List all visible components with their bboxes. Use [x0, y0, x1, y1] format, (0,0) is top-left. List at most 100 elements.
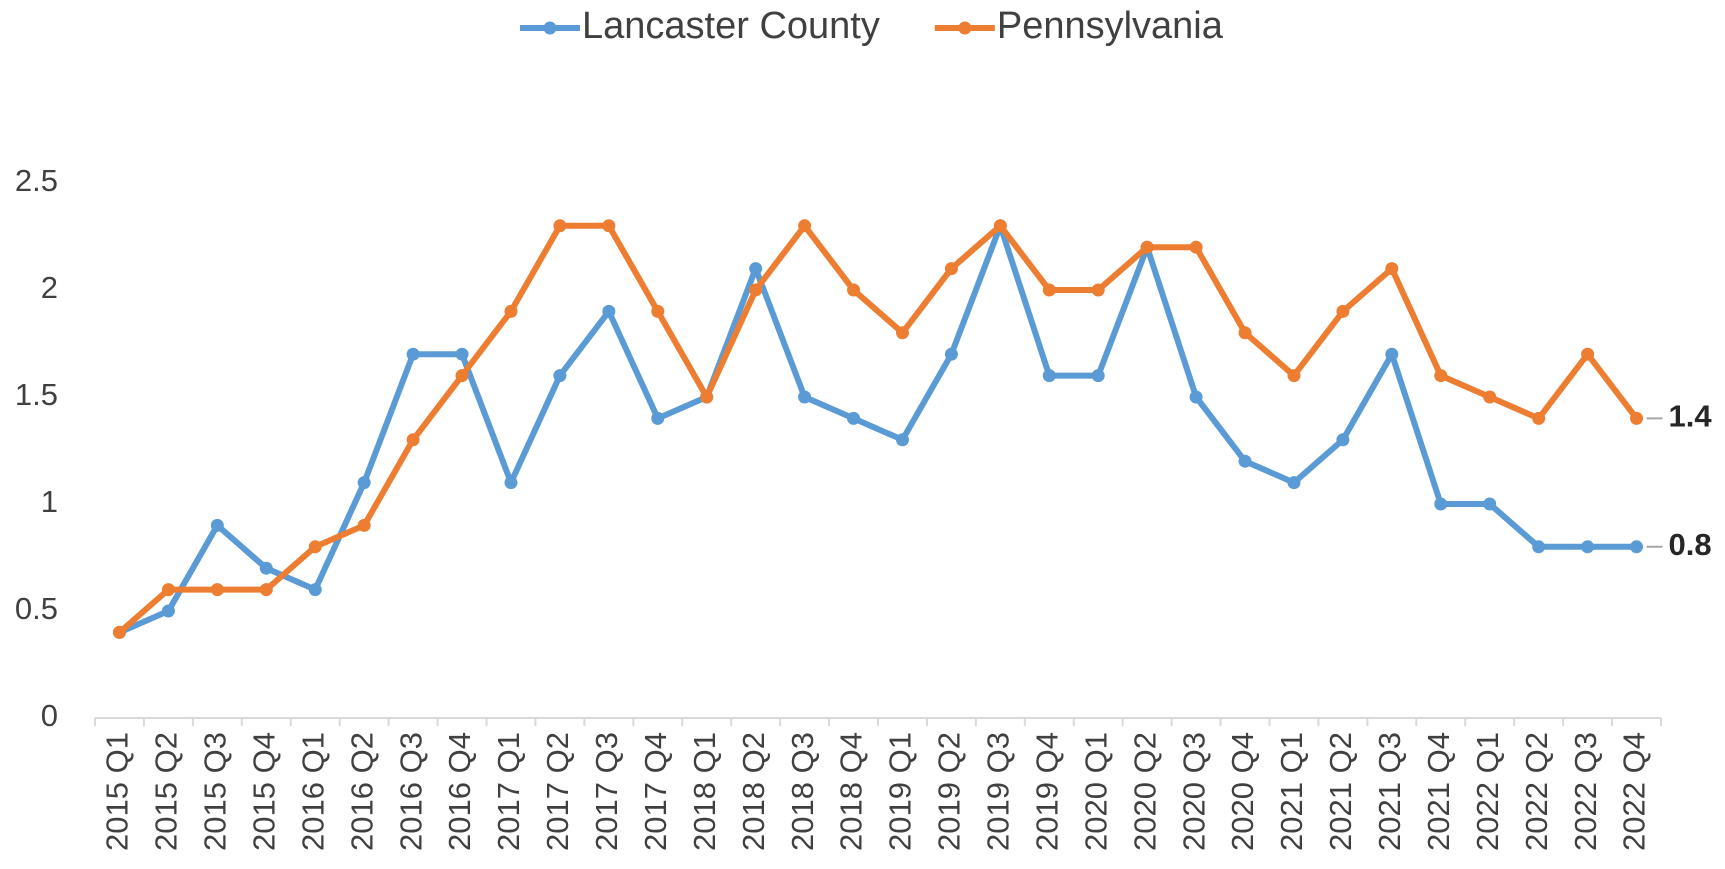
data-point [1238, 326, 1252, 340]
legend: Lancaster County Pennsylvania [520, 5, 1224, 47]
data-point [553, 219, 567, 233]
y-tick-label: 2 [41, 270, 58, 305]
data-label: 1.4 [1669, 399, 1713, 434]
data-point [944, 347, 958, 361]
data-point [504, 476, 518, 490]
x-tick-label: 2017 Q2 [540, 732, 575, 851]
x-tick-label: 2018 Q4 [834, 732, 869, 851]
data-point [308, 583, 322, 597]
data-point [1238, 454, 1252, 468]
x-tick-label: 2019 Q4 [1029, 732, 1064, 851]
x-tick-label: 2021 Q4 [1421, 732, 1456, 851]
data-point [455, 347, 469, 361]
data-point [1091, 369, 1105, 383]
data-point [651, 411, 665, 425]
x-tick-label: 2022 Q4 [1617, 732, 1652, 851]
x-tick-label: 2016 Q1 [295, 732, 330, 851]
x-tick-label: 2015 Q1 [100, 732, 135, 851]
series-line [118, 222, 1637, 636]
data-point [1287, 476, 1301, 490]
x-tick-label: 2017 Q1 [491, 732, 526, 851]
data-point [1140, 240, 1154, 254]
data-point [406, 433, 420, 447]
x-tick-label: 2015 Q4 [246, 732, 281, 851]
data-point [798, 390, 812, 404]
data-point [504, 304, 518, 318]
data-point [749, 283, 763, 297]
data-point [1532, 540, 1546, 554]
data-point [749, 262, 763, 276]
data-point [944, 262, 958, 276]
data-point [651, 304, 665, 318]
x-tick-label: 2020 Q2 [1127, 732, 1162, 851]
x-tick-label: 2020 Q4 [1225, 732, 1260, 851]
data-point [1581, 540, 1595, 554]
y-tick-label: 1.5 [15, 377, 58, 412]
x-tick-label: 2018 Q3 [785, 732, 820, 851]
y-tick-label: 2.5 [15, 163, 58, 198]
data-point [1581, 347, 1595, 361]
data-point [1385, 262, 1399, 276]
data-point [700, 390, 714, 404]
x-tick-label: 2016 Q2 [344, 732, 379, 851]
x-tick-label: 2017 Q4 [638, 732, 673, 851]
data-point [357, 518, 371, 532]
data-point [308, 540, 322, 554]
data-point [210, 583, 224, 597]
data-point [993, 219, 1007, 233]
legend-marker [543, 21, 557, 35]
data-point [895, 326, 909, 340]
x-tick-label: 2022 Q1 [1470, 732, 1505, 851]
x-tick-label: 2021 Q3 [1372, 732, 1407, 851]
data-point [1336, 304, 1350, 318]
data-point [1434, 369, 1448, 383]
data-point [1189, 240, 1203, 254]
y-tick-label: 1 [41, 484, 58, 519]
x-tick-label: 2021 Q2 [1323, 732, 1358, 851]
data-point [161, 583, 175, 597]
data-point [1630, 411, 1644, 425]
data-point [1042, 283, 1056, 297]
x-tick-label: 2017 Q3 [589, 732, 624, 851]
y-tick-label: 0.5 [15, 591, 58, 626]
x-tick-label: 2015 Q3 [198, 732, 233, 851]
x-tick-label: 2022 Q3 [1568, 732, 1603, 851]
data-point [161, 604, 175, 618]
x-tick-label: 2018 Q1 [687, 732, 722, 851]
data-point [406, 347, 420, 361]
data-point [602, 304, 616, 318]
x-tick-label: 2019 Q3 [981, 732, 1016, 851]
data-point [847, 283, 861, 297]
x-tick-label: 2016 Q4 [442, 732, 477, 851]
data-point [1630, 540, 1644, 554]
data-point [1336, 433, 1350, 447]
data-point [455, 369, 469, 383]
data-point [112, 625, 126, 639]
x-tick-label: 2019 Q1 [883, 732, 918, 851]
legend-label: Lancaster County [582, 5, 880, 47]
x-tick-label: 2018 Q2 [736, 732, 771, 851]
x-tick-label: 2019 Q2 [932, 732, 967, 851]
legend-label: Pennsylvania [997, 5, 1224, 47]
x-tick-label: 2021 Q1 [1274, 732, 1309, 851]
data-point [1434, 497, 1448, 511]
data-point [1042, 369, 1056, 383]
data-point [1189, 390, 1203, 404]
data-point [1091, 283, 1105, 297]
data-point [210, 518, 224, 532]
y-tick-label: 0 [41, 698, 58, 733]
data-point [259, 561, 273, 575]
data-point [1385, 347, 1399, 361]
data-point [357, 476, 371, 490]
x-tick-label: 2015 Q2 [149, 732, 184, 851]
data-point [1483, 497, 1497, 511]
data-point [259, 583, 273, 597]
legend-marker [958, 21, 972, 35]
data-point [798, 219, 812, 233]
data-point [1532, 411, 1546, 425]
data-point [1287, 369, 1301, 383]
data-point [847, 411, 861, 425]
data-point [1483, 390, 1497, 404]
data-point [602, 219, 616, 233]
